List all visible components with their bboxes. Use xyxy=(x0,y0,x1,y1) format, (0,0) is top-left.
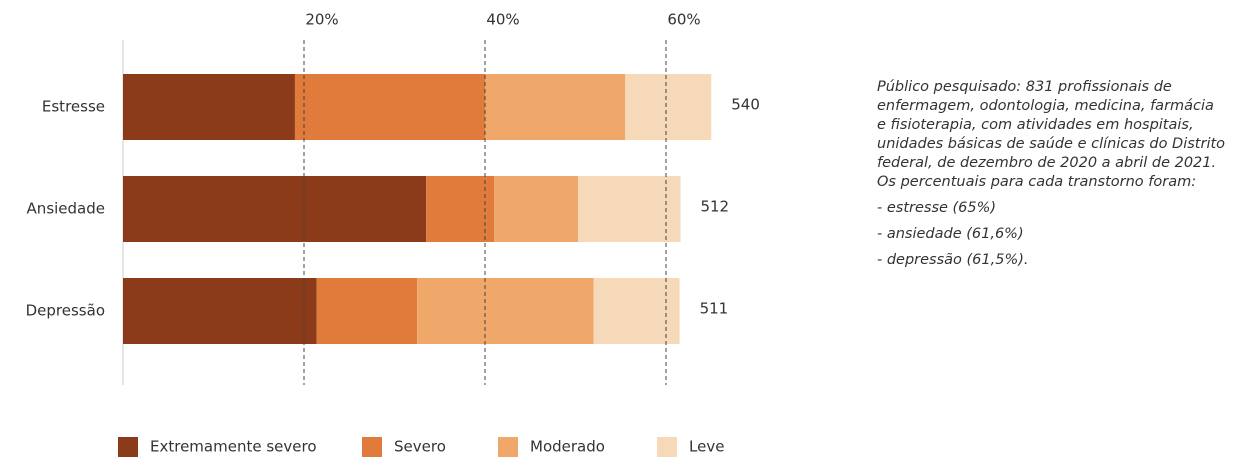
legend-label: Moderado xyxy=(530,438,605,456)
legend-swatch xyxy=(498,437,518,457)
total-label: 540 xyxy=(731,96,760,114)
bar-segment xyxy=(625,74,712,140)
x-tick-label: 20% xyxy=(305,11,338,29)
y-tick-label: Estresse xyxy=(42,98,105,116)
bar-segment xyxy=(294,74,485,140)
bar-segment xyxy=(417,278,594,344)
note-item: - ansiedade (61,6%) xyxy=(877,226,1024,242)
bar-segment xyxy=(593,278,680,344)
bar-segment xyxy=(123,74,295,140)
note-line: unidades básicas de saúde e clínicas do … xyxy=(877,136,1226,152)
y-tick-label: Ansiedade xyxy=(27,200,105,218)
x-tick-label: 60% xyxy=(667,11,700,29)
note-line: enfermagem, odontologia, medicina, farmá… xyxy=(877,98,1214,114)
bar-segment xyxy=(316,278,418,344)
legend-swatch xyxy=(118,437,138,457)
legend-label: Leve xyxy=(689,438,724,456)
x-tick-label: 40% xyxy=(486,11,519,29)
total-label: 512 xyxy=(700,198,729,216)
y-tick-label: Depressão xyxy=(26,302,105,320)
total-label: 511 xyxy=(700,300,729,318)
note-line: Os percentuais para cada transtorno fora… xyxy=(877,174,1197,190)
legend-label: Extremamente severo xyxy=(150,438,317,456)
bar-segment xyxy=(123,176,427,242)
legend-swatch xyxy=(657,437,677,457)
note-item: - estresse (65%) xyxy=(877,200,997,216)
note-item: - depressão (61,5%). xyxy=(877,252,1029,268)
note-line: e fisioterapia, com atividades em hospit… xyxy=(877,117,1194,133)
bar-segment xyxy=(123,278,317,344)
bar-segment xyxy=(426,176,495,242)
note-line: federal, de dezembro de 2020 a abril de … xyxy=(877,155,1217,171)
note-line: Público pesquisado: 831 profissionais de xyxy=(877,79,1172,95)
legend-label: Severo xyxy=(394,438,446,456)
legend-swatch xyxy=(362,437,382,457)
bar-segment xyxy=(578,176,681,242)
bar-segment xyxy=(494,176,579,242)
annotation: Público pesquisado: 831 profissionais de… xyxy=(877,78,1227,270)
chart: Estresse 540 Ansiedade 512 Depressão 511 20% 40… xyxy=(26,11,760,457)
bar-segment xyxy=(485,74,626,140)
